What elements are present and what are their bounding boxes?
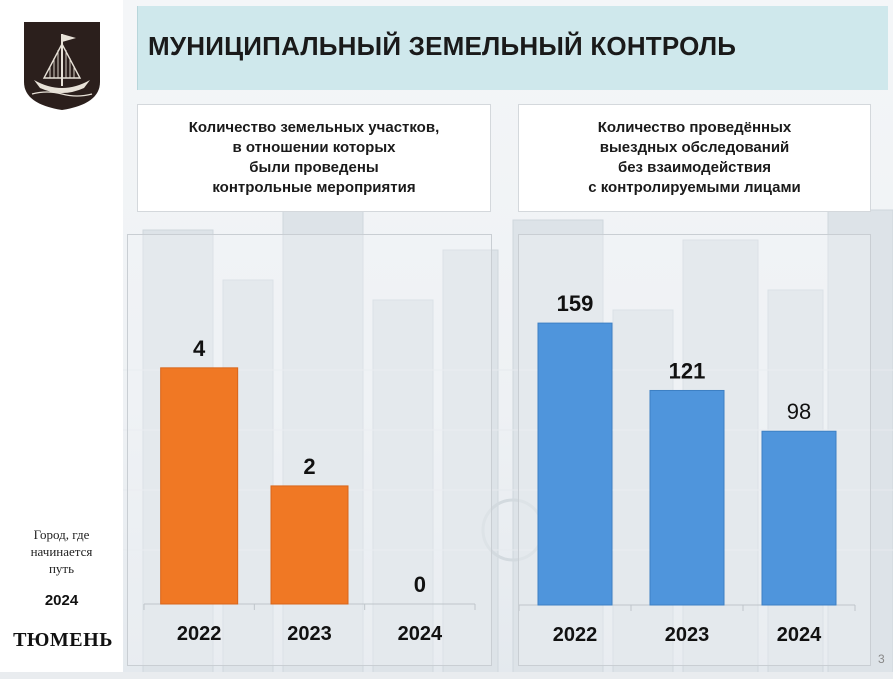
chart-2-data-label: 159 (557, 291, 594, 316)
chart-1-category-label: 2022 (177, 623, 222, 645)
chart-1-bar-2023 (270, 485, 349, 605)
chart-2-category-label: 2024 (777, 624, 822, 646)
chart-2-bar-2024 (761, 430, 837, 606)
chart-1-data-label: 4 (193, 336, 206, 361)
bottom-strip (0, 672, 893, 679)
chart-2-caption-box: Количество проведённых выездных обследов… (518, 104, 871, 212)
chart-1-canvas: 4 2022 2 2023 0 2024 (143, 336, 476, 645)
chart-1-panel: 4 2022 2 2023 0 2024 (127, 234, 492, 666)
chart-1-data-label: 2 (303, 454, 315, 479)
sidebar-year: 2024 (44, 592, 79, 609)
title-bar (137, 6, 888, 90)
sidebar: Город, где начинается путь 2024 ТЮМЕНЬ (0, 0, 123, 679)
chart-2-canvas: 159 2022 121 2023 98 2024 (519, 291, 856, 646)
slogan-line: Город, где (33, 527, 90, 542)
chart-1-data-label: 0 (414, 572, 426, 597)
chart-2-data-label: 98 (787, 399, 811, 424)
page-title: МУНИЦИПАЛЬНЫЙ ЗЕМЕЛЬНЫЙ КОНТРОЛЬ (148, 31, 737, 61)
chart-1-bar-2022 (160, 367, 239, 605)
chart-2-bar-2023 (649, 389, 725, 606)
chart-2-title: Количество проведённых выездных обследов… (588, 119, 801, 196)
chart-1-caption-box: Количество земельных участков, в отношен… (137, 104, 491, 212)
chart-2-data-label: 121 (669, 358, 706, 383)
chart-1-category-label: 2024 (398, 623, 443, 645)
slogan-line: начинается (30, 544, 93, 559)
city-name-logo: ТЮМЕНЬ (13, 629, 113, 651)
chart-2-category-label: 2022 (553, 624, 598, 646)
chart-2-category-label: 2023 (665, 624, 710, 646)
slogan-line: путь (48, 561, 75, 576)
chart-2-bar-2022 (537, 322, 613, 606)
city-slogan: Город, где начинается путь (0, 526, 123, 577)
chart-1-category-label: 2023 (287, 623, 332, 645)
page-number: 3 (878, 652, 885, 666)
chart-1-title: Количество земельных участков, в отношен… (188, 119, 440, 196)
city-emblem-icon (24, 22, 100, 110)
chart-2-panel: 159 2022 121 2023 98 2024 (518, 234, 871, 666)
